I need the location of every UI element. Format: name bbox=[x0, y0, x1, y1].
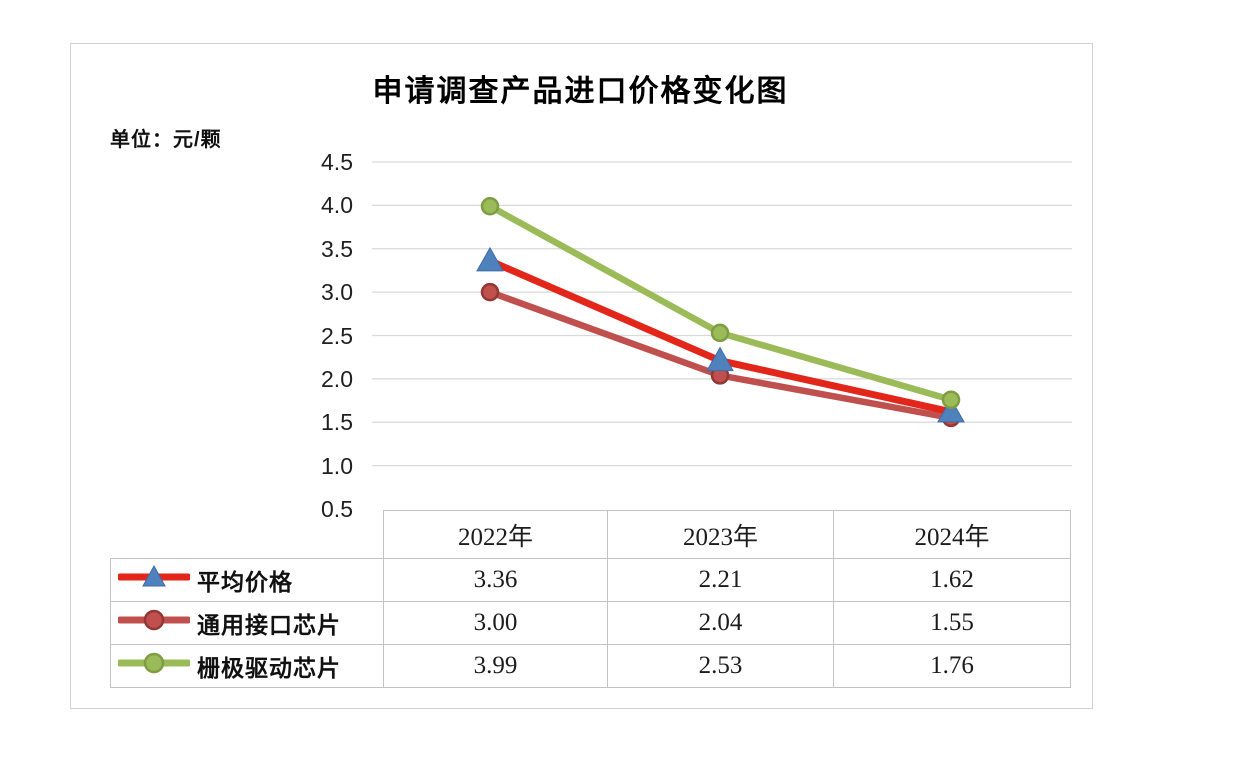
y-tick-1.5: 1.5 bbox=[321, 409, 353, 436]
header-2024: 2024年 bbox=[833, 510, 1071, 559]
unit-label: 单位：元/颗 bbox=[110, 129, 222, 151]
legend-label-average-price: 平均价格 bbox=[197, 569, 293, 595]
legend-marker-gate-driver-chip-icon bbox=[116, 650, 192, 683]
marker-triangle-s0-p2 bbox=[937, 397, 965, 423]
chart-title: 申请调查产品进口价格变化图 bbox=[372, 75, 789, 108]
marker-triangle-s0-p0 bbox=[476, 246, 504, 272]
cell-interface-2022: 3.00 bbox=[383, 601, 608, 645]
cell-average-2022: 3.36 bbox=[383, 558, 608, 602]
table-row-average-price: 平均价格 3.36 2.21 1.62 bbox=[110, 558, 1071, 602]
y-tick-3.5: 3.5 bbox=[321, 235, 353, 262]
marker-circle-s2-p1 bbox=[710, 323, 730, 343]
legend-cell-interface-chip: 通用接口芯片 bbox=[110, 601, 384, 645]
cell-average-2024: 1.62 bbox=[833, 558, 1071, 602]
y-tick-4.0: 4.0 bbox=[321, 192, 353, 219]
marker-triangle-s0-p1 bbox=[706, 346, 734, 372]
line-chart-plot bbox=[372, 161, 1072, 467]
marker-circle-s1-p0 bbox=[480, 282, 500, 302]
table-header-row: 2022年 2023年 2024年 bbox=[110, 510, 1071, 559]
legend-cell-gate-driver-chip: 栅极驱动芯片 bbox=[110, 644, 384, 688]
marker-circle-s2-p0 bbox=[480, 196, 500, 216]
legend-label-gate-driver-chip: 栅极驱动芯片 bbox=[197, 655, 341, 681]
table-row-interface-chip: 通用接口芯片 3.00 2.04 1.55 bbox=[110, 601, 1071, 645]
cell-interface-2024: 1.55 bbox=[833, 601, 1071, 645]
legend-marker-average-price-icon bbox=[116, 564, 192, 597]
legend-cell-average-price: 平均价格 bbox=[110, 558, 384, 602]
cell-gate-2024: 1.76 bbox=[833, 644, 1071, 688]
y-tick-2.5: 2.5 bbox=[321, 322, 353, 349]
legend-label-interface-chip: 通用接口芯片 bbox=[197, 612, 341, 638]
cell-interface-2023: 2.04 bbox=[607, 601, 834, 645]
y-tick-1.0: 1.0 bbox=[321, 452, 353, 479]
y-tick-2.0: 2.0 bbox=[321, 365, 353, 392]
data-table: 2022年 2023年 2024年 平均价格 3.36 2.21 1.62 通用… bbox=[110, 510, 1071, 688]
header-2023: 2023年 bbox=[607, 510, 834, 559]
y-tick-4.5: 4.5 bbox=[321, 149, 353, 175]
table-row-gate-driver-chip: 栅极驱动芯片 3.99 2.53 1.76 bbox=[110, 644, 1071, 688]
cell-average-2023: 2.21 bbox=[607, 558, 834, 602]
cell-gate-2023: 2.53 bbox=[607, 644, 834, 688]
y-tick-3.0: 3.0 bbox=[321, 279, 353, 306]
table-corner-cell bbox=[110, 510, 384, 559]
marker-circle-s2-p2 bbox=[941, 390, 961, 409]
legend-marker-interface-chip-icon bbox=[116, 607, 192, 640]
cell-gate-2022: 3.99 bbox=[383, 644, 608, 688]
header-2022: 2022年 bbox=[383, 510, 608, 559]
